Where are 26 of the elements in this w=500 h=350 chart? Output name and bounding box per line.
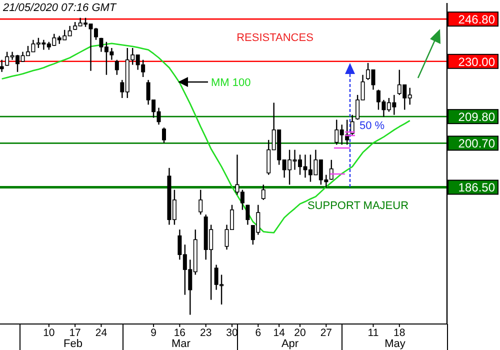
y-tick-label: 186.50 [458, 180, 496, 195]
text: Apr [281, 338, 299, 350]
x-tick-label: 11 [368, 327, 379, 339]
x-tick-label: 6 [255, 327, 262, 339]
annotation: 21/05/2020 07:16 GMT [2, 2, 118, 14]
y-tick-label: 209.80 [458, 110, 496, 124]
text: Mar [172, 338, 191, 350]
x-tick-label: 10 [43, 327, 55, 339]
y-tick-label: 246.80 [458, 12, 496, 27]
x-tick-label: 17 [69, 327, 82, 339]
x-tick-label: 14 [273, 327, 286, 339]
x-tick-label: 18 [394, 327, 406, 339]
x-tick-label: 27 [320, 327, 332, 339]
annotation: SUPPORT MAJEUR [307, 200, 409, 212]
x-tick-label: 24 [95, 327, 108, 339]
x-tick-label: 9 [150, 327, 157, 339]
x-tick-label: 16 [174, 327, 186, 339]
x-tick-label: 20 [294, 327, 306, 339]
x-tick-label: 23 [200, 327, 212, 339]
text: May [384, 338, 406, 350]
y-tick-label: 230.00 [458, 54, 496, 69]
text: Feb [64, 338, 82, 350]
y-tick-label: 200.70 [458, 136, 496, 151]
text: MM 100 [211, 77, 251, 89]
annotation: RESISTANCES [236, 32, 314, 44]
annotation: 50 % [359, 120, 385, 132]
